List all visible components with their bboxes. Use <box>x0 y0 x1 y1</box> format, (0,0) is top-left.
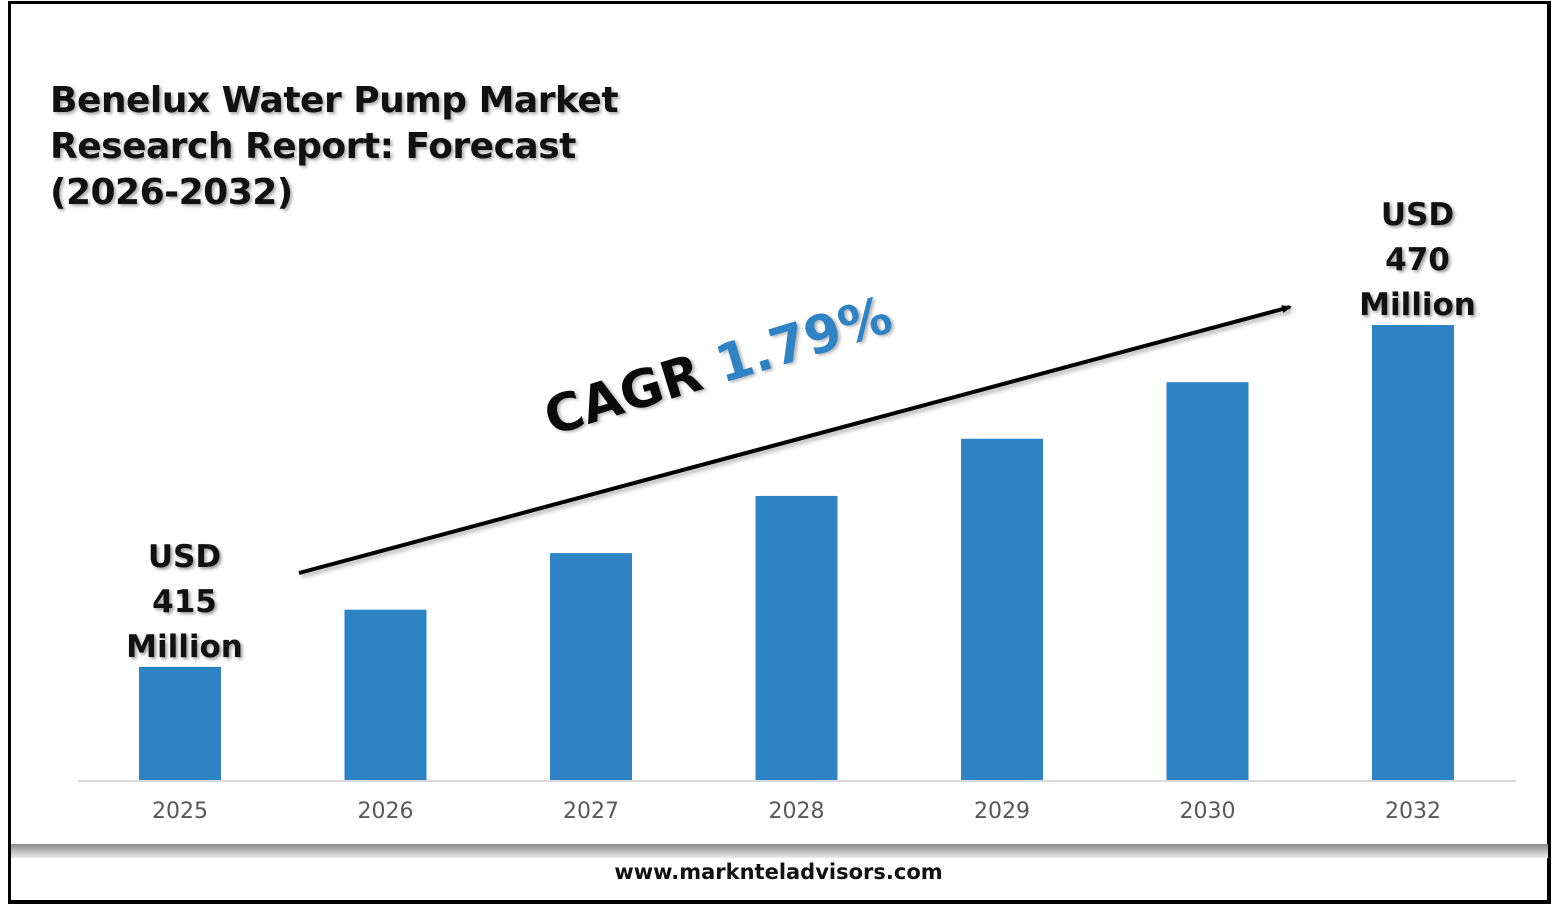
bar-2032 <box>1372 325 1454 780</box>
start-callout-currency: USD <box>147 539 222 575</box>
title-line-1: Benelux Water Pump Market <box>50 80 619 121</box>
x-tick-label-2028: 2028 <box>769 799 825 824</box>
title-line-2: Research Report: Forecast <box>50 126 576 167</box>
bar-2026 <box>344 609 427 780</box>
x-tick-labels: 2025 2026 2027 2028 2029 2030 2032 <box>152 799 1441 824</box>
bar-2028 <box>755 495 838 780</box>
bar-2030 <box>1166 382 1249 780</box>
end-value-callout: USD 470 Million <box>1345 193 1490 328</box>
footer-website-link[interactable]: www.marknteladvisors.com <box>614 860 943 884</box>
end-callout-value: 470 <box>1385 242 1450 278</box>
chart-frame <box>8 1 1551 904</box>
x-tick-label-2026: 2026 <box>358 799 414 824</box>
footer-divider <box>11 844 1548 858</box>
x-tick-label-2027: 2027 <box>563 799 619 824</box>
chart-title: Benelux Water Pump Market Research Repor… <box>50 78 619 216</box>
start-value-callout: USD 415 Million <box>112 535 257 670</box>
bar-2029 <box>961 438 1043 780</box>
start-callout-unit: Million <box>126 629 243 665</box>
x-tick-label-2030: 2030 <box>1180 799 1236 824</box>
end-callout-currency: USD <box>1380 197 1455 233</box>
bar-2027 <box>550 553 632 780</box>
x-tick-label-2025: 2025 <box>152 799 208 824</box>
title-line-3: (2026-2032) <box>50 172 293 213</box>
start-callout-value: 415 <box>152 584 217 620</box>
bars-group <box>139 325 1454 780</box>
end-callout-unit: Million <box>1359 287 1476 323</box>
bar-2025 <box>139 666 221 780</box>
x-tick-label-2032: 2032 <box>1385 799 1441 824</box>
cagr-arrow <box>298 305 1292 575</box>
x-tick-label-2029: 2029 <box>974 799 1030 824</box>
